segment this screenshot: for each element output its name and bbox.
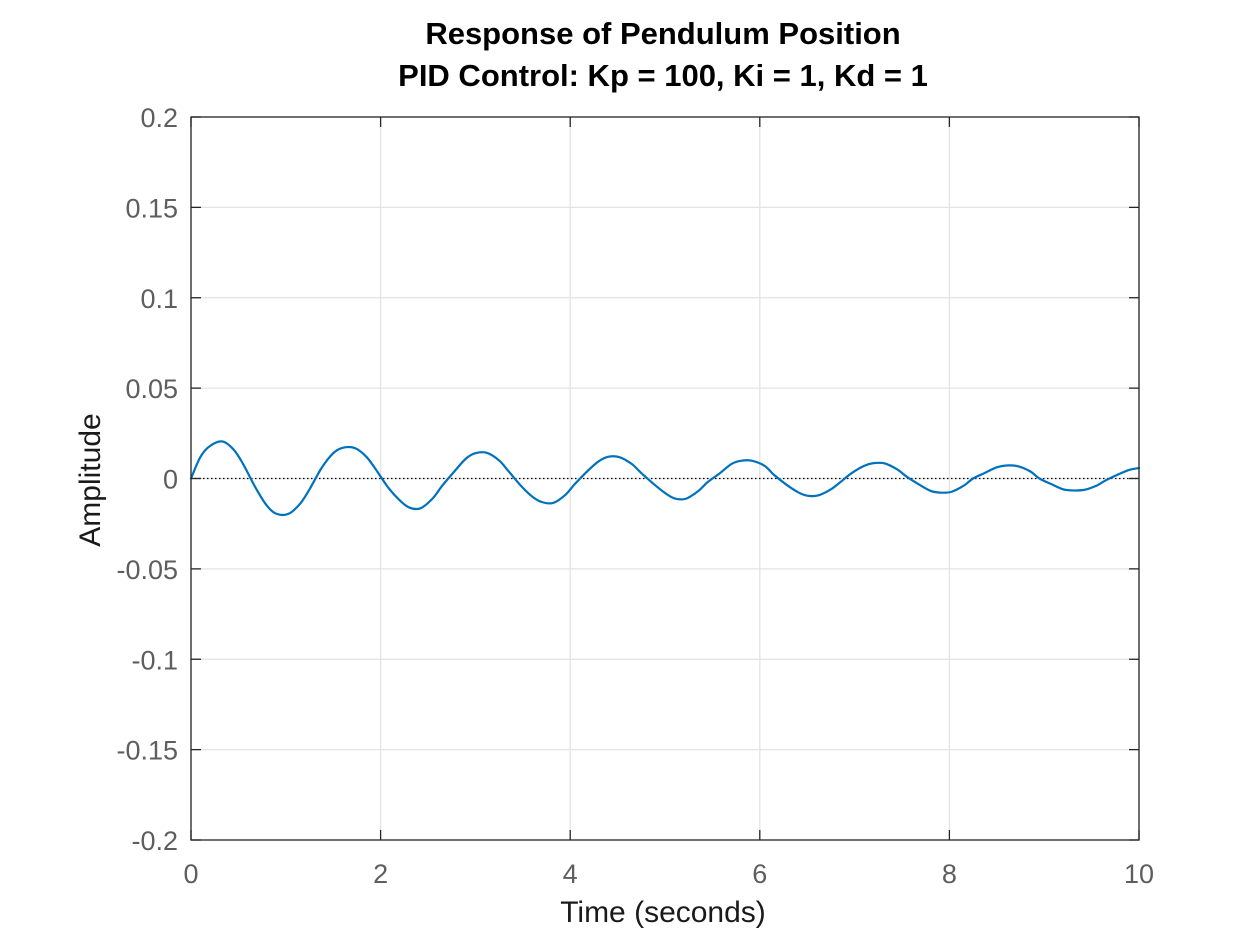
- chart-title: Response of Pendulum Position: [425, 16, 900, 51]
- y-tick-label: 0.2: [140, 103, 178, 133]
- y-tick-label: 0.05: [125, 374, 178, 404]
- y-tick-label: -0.05: [116, 555, 178, 585]
- series-line: [189, 440, 1141, 516]
- axes-frame: [190, 116, 1140, 841]
- x-tick-label: 4: [563, 859, 578, 889]
- x-tick-label: 10: [1124, 859, 1154, 889]
- series-layer: [189, 440, 1141, 516]
- y-tick-label: -0.1: [131, 645, 178, 675]
- y-tick-label: 0: [163, 465, 178, 495]
- y-tick-label: 0.15: [125, 193, 178, 223]
- x-tick-label: 8: [942, 859, 957, 889]
- x-tick-label: 6: [752, 859, 767, 889]
- y-axis-label: Amplitude: [74, 413, 107, 546]
- x-tick-label: 2: [373, 859, 388, 889]
- x-tick-label: 0: [183, 859, 198, 889]
- y-tick-label: -0.15: [116, 736, 178, 766]
- chart-subtitle: PID Control: Kp = 100, Ki = 1, Kd = 1: [398, 58, 928, 93]
- y-tick-label: -0.2: [131, 826, 178, 856]
- x-axis-label: Time (seconds): [560, 896, 766, 929]
- tick-labels: 0 2 4 6 8 10 0.2 0.15 0.1 0.05 0 -0.05 -0.1 -0.15 -0.2: [116, 103, 1154, 889]
- y-tick-label: 0.1: [140, 284, 178, 314]
